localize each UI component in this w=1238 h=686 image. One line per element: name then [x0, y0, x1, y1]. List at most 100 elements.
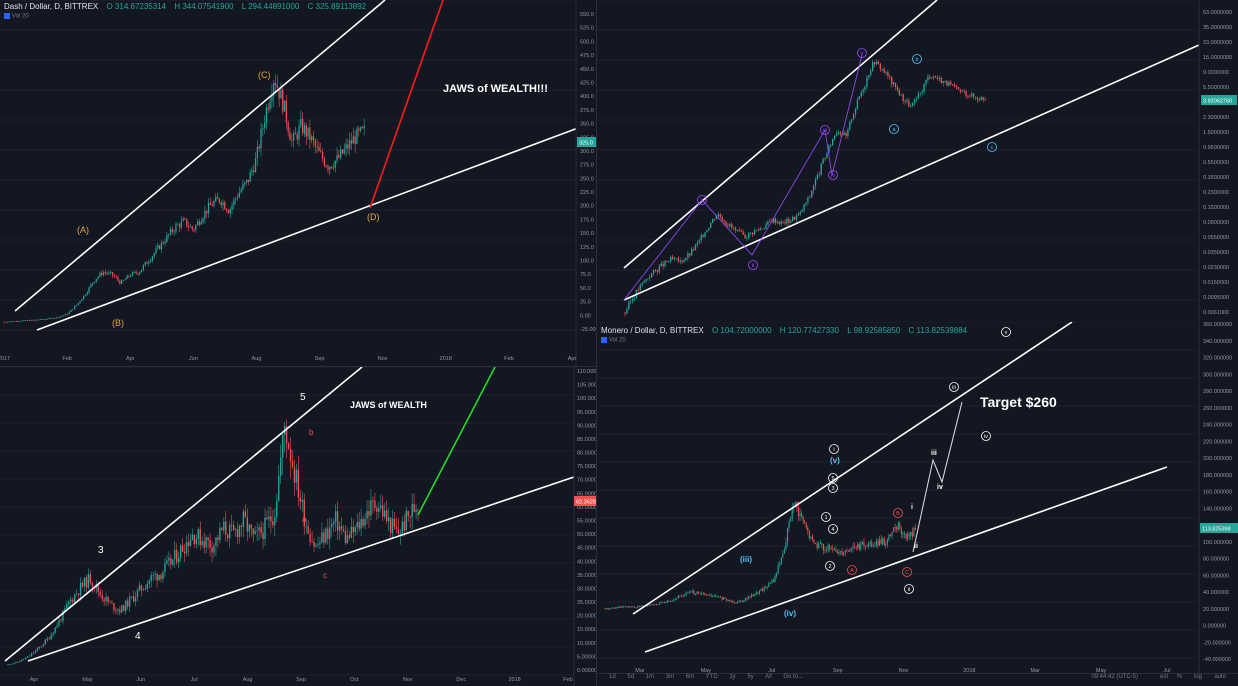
wave-i-small: i	[911, 504, 913, 511]
dash-y-tick: 175.0	[580, 217, 594, 223]
dash-symbol[interactable]: Dash / Dollar, D, BITTREX	[4, 2, 99, 11]
third-candle	[385, 510, 388, 522]
monero-candle	[729, 600, 731, 602]
dash-candle	[309, 127, 311, 140]
log-candle	[668, 261, 670, 263]
third-candle	[217, 537, 219, 541]
third-candle	[105, 596, 107, 602]
log-candle	[738, 229, 740, 231]
monero-candle	[914, 527, 916, 530]
goto-button[interactable]: Go to...	[783, 674, 804, 680]
monero-candle	[786, 528, 789, 543]
log-chart-panel[interactable]: i ii iii iv v a b c 53.0000000 35.0000000 23.00000…	[597, 0, 1238, 323]
log-candle	[744, 234, 746, 239]
wave-a: a	[892, 127, 896, 133]
monero-candle	[816, 544, 818, 549]
dash-chart-svg[interactable]: (A) (B) (C) (D) 550.0 525.0 500.0 475.0 450.0 425…	[0, 0, 596, 366]
third-candle	[272, 521, 274, 526]
dash-x-tick: 2017	[0, 356, 10, 362]
log-candle	[885, 72, 887, 73]
dash-indicator[interactable]: Vol 20	[4, 13, 29, 20]
dash-candle	[37, 319, 40, 321]
tf-1m[interactable]: 1m	[645, 674, 655, 680]
monero-candle	[635, 607, 637, 609]
dash-candle	[155, 248, 157, 254]
dash-candle	[330, 166, 333, 168]
third-candle	[329, 527, 331, 539]
log-toggle[interactable]: log	[1193, 674, 1202, 680]
tf-all[interactable]: All	[765, 674, 772, 680]
log-candle	[828, 145, 830, 153]
dash-chart-panel[interactable]: (A) (B) (C) (D) 550.0 525.0 500.0 475.0 450.0 425…	[0, 0, 597, 367]
monero-chart-svg[interactable]: (iii)(iv)(v)iiiiiiivviiiiiiiv23415ABC360…	[597, 322, 1238, 686]
tf-1d[interactable]: 1d	[609, 674, 616, 680]
monero-x-tick: Sep	[833, 668, 843, 674]
log-candle	[868, 75, 870, 78]
monero-candle	[684, 595, 686, 597]
tf-ytd[interactable]: YTD	[705, 674, 718, 680]
log-candle	[811, 190, 813, 197]
monero-candle	[866, 546, 868, 548]
third-candle	[252, 528, 254, 535]
tf-3m[interactable]: 3m	[665, 674, 675, 680]
monero-candle	[666, 600, 668, 603]
log-chart-svg[interactable]: iiiiiiivvabc53.000000035.000000023.00000…	[597, 0, 1238, 322]
tf-5y[interactable]: 5y	[747, 674, 754, 680]
monero-candle	[618, 606, 620, 608]
monero-candle	[810, 536, 812, 539]
monero-candle	[744, 598, 746, 601]
tf-5d[interactable]: 5d	[627, 674, 635, 680]
third-candle	[250, 524, 252, 529]
dash-y-tick: 150.0	[580, 231, 594, 237]
third-chart-svg[interactable]: 3 4 5 b a c 110.000000 105.000000 100.000000 95.0…	[0, 367, 596, 686]
monero-indicator[interactable]: Vol 20	[601, 337, 626, 344]
third-candle	[236, 529, 239, 538]
third-y-tick: 0.000000	[577, 668, 596, 674]
log-candle	[761, 228, 763, 230]
log-candle	[883, 68, 885, 73]
monero-candle	[634, 606, 636, 608]
log-candle	[896, 87, 899, 91]
dash-candle	[68, 311, 70, 315]
log-y-tick: 0.0350000	[1203, 250, 1229, 256]
monero-candle	[677, 595, 679, 599]
monero-candle	[741, 601, 743, 603]
dash-candle	[128, 275, 130, 277]
auto-toggle[interactable]: auto	[1214, 674, 1226, 680]
ext-toggle[interactable]: ext	[1159, 674, 1168, 680]
monero-candle	[732, 600, 734, 603]
tf-1y[interactable]: 1y	[729, 674, 736, 680]
monero-y-tick: 0.000000	[1203, 624, 1226, 630]
third-candle	[323, 532, 325, 543]
percent-toggle[interactable]: %	[1176, 674, 1182, 680]
eye-icon[interactable]	[601, 337, 607, 343]
eye-icon[interactable]	[4, 13, 10, 19]
monero-chart-panel[interactable]: (iii) (iv) (v) i ii iii iv v i ii iii iv 2 3 4 1 5 A B C 360…	[597, 322, 1238, 686]
third-candle	[352, 526, 354, 533]
third-candle	[366, 510, 368, 519]
dash-candle	[307, 127, 309, 137]
log-candle	[894, 82, 897, 88]
third-candle	[185, 542, 188, 554]
third-candle	[24, 657, 27, 660]
monero-candle	[854, 546, 856, 548]
wave-a-ring	[889, 124, 899, 134]
dash-candle	[231, 205, 233, 210]
dash-candle	[168, 234, 170, 236]
third-x-tick: 2018	[508, 677, 520, 683]
third-candle	[397, 529, 400, 535]
dash-candle	[48, 318, 50, 319]
monero-candle	[751, 594, 753, 598]
third-chart-panel[interactable]: 3 4 5 b a c 110.000000 105.000000 100.000000 95.0…	[0, 367, 597, 686]
log-candle	[643, 281, 645, 283]
monero-candle	[696, 591, 698, 594]
tf-6m[interactable]: 6m	[685, 674, 695, 680]
dash-close: C 325.89113892	[307, 2, 367, 11]
monero-candle	[662, 601, 664, 603]
monero-symbol[interactable]: Monero / Dollar, D, BITTREX	[601, 326, 704, 335]
log-candle	[795, 215, 798, 220]
dash-y-tick: 200.0	[580, 204, 594, 210]
dash-candle	[10, 321, 12, 323]
log-candle	[679, 260, 681, 262]
dash-candle	[294, 133, 297, 135]
